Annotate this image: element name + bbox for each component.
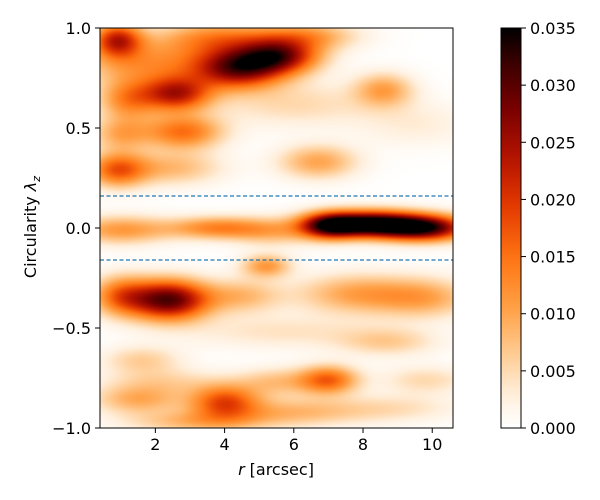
colorbar-tick-label: 0.020 bbox=[530, 190, 576, 209]
heatmap-image bbox=[100, 28, 453, 428]
y-axis-label-subscript: z bbox=[30, 176, 43, 183]
y-axis-label: Circularity λz bbox=[21, 176, 43, 278]
plot-area bbox=[100, 28, 453, 428]
colorbar-tick-label: 0.015 bbox=[530, 248, 576, 267]
y-tick-label: 0.5 bbox=[66, 119, 91, 138]
colorbar-tick-label: 0.030 bbox=[530, 76, 576, 95]
colorbar-tick-label: 0.035 bbox=[530, 19, 576, 38]
colorbar-tick-label: 0.005 bbox=[530, 362, 576, 381]
axes: 2 4 6 8 10 −1.0 −0.5 0.0 0.5 1.0 bbox=[52, 19, 454, 454]
svg-text:Circularity λz: Circularity λz bbox=[21, 176, 43, 278]
x-tick-label: 4 bbox=[219, 435, 229, 454]
x-tick-label: 6 bbox=[289, 435, 299, 454]
y-axis-label-prefix: Circularity bbox=[21, 191, 40, 278]
x-axis-label: r [arcsec] bbox=[238, 460, 314, 479]
x-tick-label: 8 bbox=[358, 435, 368, 454]
y-axis-label-symbol: λ bbox=[21, 182, 40, 192]
x-tick-label: 2 bbox=[150, 435, 160, 454]
x-axis-label-var: r bbox=[238, 460, 246, 479]
y-tick-label: 0.0 bbox=[66, 219, 91, 238]
colorbar-gradient bbox=[500, 27, 522, 429]
y-tick-label: 1.0 bbox=[66, 19, 91, 38]
colorbar-tick-label: 0.000 bbox=[530, 419, 576, 438]
colorbar: 0.000 0.005 0.010 0.015 0.020 0.025 0.030 0.035 bbox=[500, 19, 576, 438]
colorbar-tick-label: 0.025 bbox=[530, 133, 576, 152]
y-tick-label: −1.0 bbox=[52, 419, 91, 438]
x-axis-label-unit: [arcsec] bbox=[250, 460, 314, 479]
x-tick-label: 10 bbox=[422, 435, 442, 454]
colorbar-tick-label: 0.010 bbox=[530, 305, 576, 324]
y-tick-label: −0.5 bbox=[52, 319, 91, 338]
